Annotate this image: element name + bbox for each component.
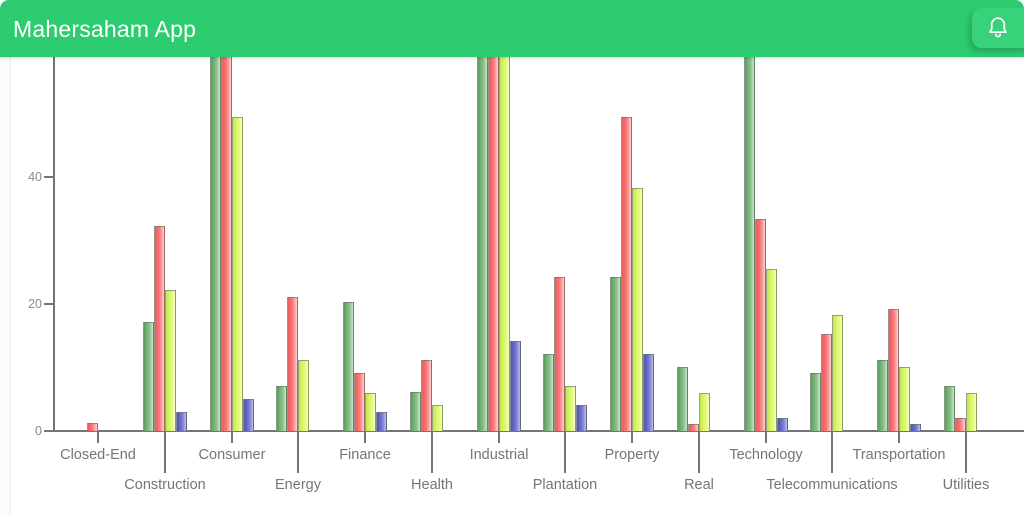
category-label: Property (604, 447, 660, 463)
bar-yellow-green-utilities (966, 393, 977, 431)
y-axis-tick (44, 303, 54, 305)
bar-yellow-green-telecommunications (832, 315, 843, 431)
x-axis-tick (498, 432, 500, 443)
app-header: Mahersaham App (0, 0, 1024, 57)
y-axis-label: 20 (28, 297, 42, 311)
category-label: Real (684, 477, 714, 493)
y-axis-label: 0 (35, 424, 42, 438)
x-axis-tick (631, 432, 633, 443)
bar-red-finance (354, 373, 365, 431)
bar-green-telecommunications (810, 373, 821, 431)
bar-yellow-green-property (632, 188, 643, 431)
bar-yellow-green-plantation (565, 386, 576, 431)
bar-red-consumer (221, 57, 232, 431)
bar-red-utilities (955, 418, 966, 431)
bar-green-finance (343, 302, 354, 431)
category-label: Utilities (942, 477, 990, 493)
bar-red-closed-end (87, 423, 98, 431)
bar-blue-finance (376, 412, 387, 431)
category-label: Health (411, 477, 453, 493)
x-axis-tick (431, 432, 433, 473)
bar-blue-consumer (243, 399, 254, 431)
bar-red-health (421, 360, 432, 431)
bar-yellow-green-health (432, 405, 443, 431)
bell-icon (986, 15, 1010, 41)
x-axis-tick (564, 432, 566, 473)
x-axis-tick (297, 432, 299, 473)
bar-yellow-green-construction (165, 290, 176, 431)
y-axis-tick (44, 430, 54, 432)
y-axis-line (53, 57, 55, 432)
bar-blue-transportation (910, 424, 921, 431)
y-axis-label: 40 (28, 170, 42, 184)
category-label: Industrial (469, 447, 529, 463)
category-label: Energy (275, 477, 321, 493)
bar-red-industrial (488, 57, 499, 431)
category-label: Consumer (198, 447, 266, 463)
bar-yellow-green-finance (365, 393, 376, 431)
x-axis-line (53, 430, 1024, 432)
bar-yellow-green-consumer (232, 117, 243, 431)
bar-blue-construction (176, 412, 187, 431)
bar-green-consumer (210, 57, 221, 431)
bar-yellow-green-real (699, 393, 710, 431)
x-axis-tick (164, 432, 166, 473)
bar-yellow-green-transportation (899, 367, 910, 431)
bar-red-property (621, 117, 632, 431)
bar-green-plantation (543, 354, 554, 431)
bar-green-construction (143, 322, 154, 431)
bar-green-utilities (944, 386, 955, 431)
x-axis-tick (965, 432, 967, 473)
x-axis-tick (831, 432, 833, 473)
x-axis-tick (231, 432, 233, 443)
bar-blue-industrial (510, 341, 521, 431)
bar-blue-plantation (576, 405, 587, 431)
bar-green-transportation (877, 360, 888, 431)
bar-green-health (410, 392, 421, 431)
bar-red-real (688, 424, 699, 431)
category-label: Finance (339, 447, 391, 463)
bar-green-real (677, 367, 688, 431)
x-axis-tick (97, 432, 99, 443)
bar-yellow-green-industrial (499, 57, 510, 431)
x-axis-tick (765, 432, 767, 443)
bar-blue-property (643, 354, 654, 431)
bar-red-technology (755, 219, 766, 431)
category-label: Telecommunications (766, 477, 898, 493)
page-left-gutter (0, 57, 11, 514)
x-axis-tick (898, 432, 900, 443)
category-label: Closed-End (60, 447, 136, 463)
bar-yellow-green-technology (766, 269, 777, 431)
notifications-button[interactable] (972, 8, 1024, 48)
category-label: Transportation (852, 447, 946, 463)
bar-red-construction (154, 226, 165, 431)
app-title: Mahersaham App (13, 16, 197, 42)
bar-red-transportation (888, 309, 899, 431)
x-axis-tick (698, 432, 700, 473)
bar-green-energy (276, 386, 287, 431)
category-label: Construction (124, 477, 206, 493)
bar-green-property (610, 277, 621, 431)
bar-blue-technology (777, 418, 788, 431)
category-label: Technology (729, 447, 803, 463)
bar-red-energy (287, 297, 298, 431)
y-axis-tick (44, 176, 54, 178)
bar-green-industrial (477, 57, 488, 431)
x-axis-tick (364, 432, 366, 443)
bar-red-plantation (554, 277, 565, 431)
category-label: Plantation (532, 477, 598, 493)
bar-chart-area: 0 20 40 Closed-End Construction Consumer Energ… (0, 57, 1024, 514)
bar-green-technology (744, 57, 755, 431)
bar-yellow-green-energy (298, 360, 309, 431)
bar-red-telecommunications (821, 334, 832, 431)
